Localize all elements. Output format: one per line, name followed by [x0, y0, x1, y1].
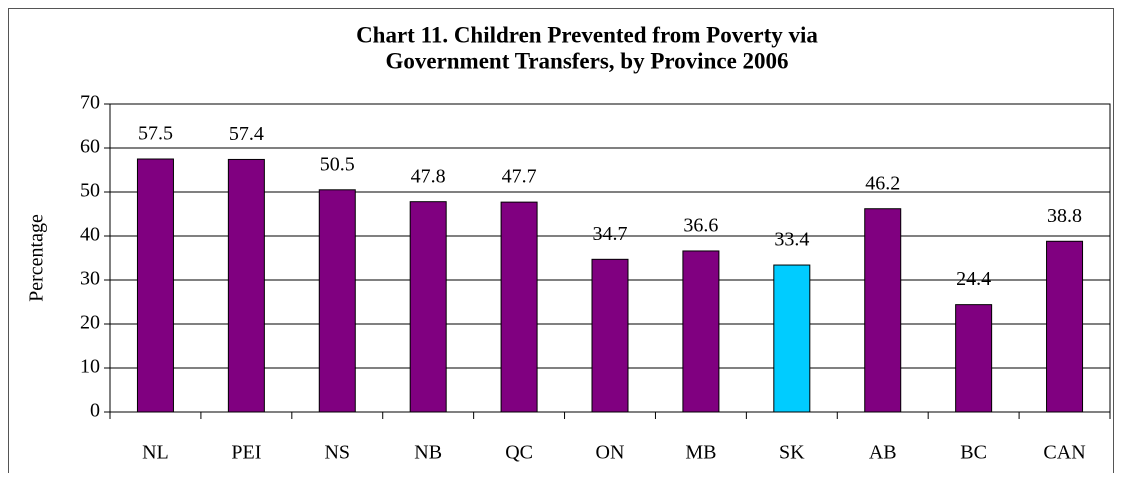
data-label: 46.2: [865, 172, 900, 194]
bar: [773, 264, 811, 413]
bar: [500, 201, 538, 413]
chart-title: Government Transfers, by Province 2006: [385, 48, 788, 73]
bar: [318, 189, 356, 413]
data-label: 38.8: [1047, 205, 1082, 227]
data-label: 33.4: [774, 229, 809, 251]
bar: [682, 250, 720, 413]
data-label: 50.5: [320, 153, 355, 175]
x-tick-label: NS: [324, 442, 350, 464]
bar: [409, 201, 447, 413]
y-tick-label: 70: [80, 92, 100, 114]
y-tick-label: 0: [90, 400, 100, 422]
x-tick-label: BC: [960, 442, 987, 464]
bar: [1046, 240, 1084, 413]
x-tick-label: MB: [685, 442, 716, 464]
data-label: 47.7: [502, 166, 537, 188]
x-tick-label: ON: [596, 442, 625, 464]
bar: [591, 258, 629, 413]
bar: [955, 304, 993, 413]
x-tick-label: QC: [505, 442, 533, 464]
data-label: 34.7: [593, 223, 628, 245]
y-tick-label: 60: [80, 136, 100, 158]
bar: [864, 208, 902, 413]
data-label: 57.4: [229, 123, 264, 145]
data-label: 47.8: [411, 165, 446, 187]
x-tick-label: NL: [142, 442, 169, 464]
bar: [227, 158, 265, 413]
y-axis-title: Percentage: [26, 214, 48, 302]
x-tick-label: NB: [414, 442, 442, 464]
y-tick-label: 10: [80, 356, 100, 378]
data-label: 24.4: [956, 268, 991, 290]
x-tick-label: SK: [779, 442, 805, 464]
x-tick-label: PEI: [231, 442, 261, 464]
y-tick-label: 40: [80, 224, 100, 246]
data-label: 57.5: [138, 123, 173, 145]
y-tick-label: 30: [80, 268, 100, 290]
bar: [136, 158, 174, 413]
y-tick-label: 20: [80, 312, 100, 334]
x-tick-label: CAN: [1043, 442, 1085, 464]
x-tick-label: AB: [869, 442, 897, 464]
data-label: 36.6: [683, 215, 718, 237]
chart-title: Chart 11. Children Prevented from Povert…: [356, 22, 818, 47]
y-tick-label: 50: [80, 180, 100, 202]
